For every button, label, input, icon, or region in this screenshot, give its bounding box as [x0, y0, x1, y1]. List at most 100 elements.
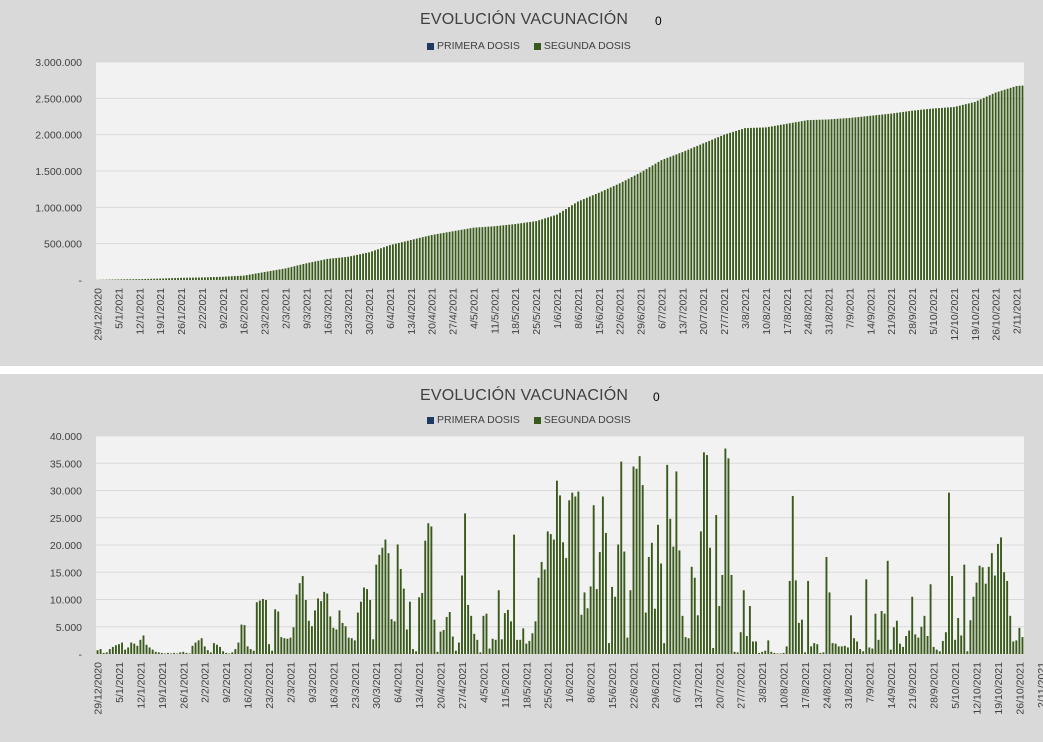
x-tick-label: 31/8/2021 — [824, 288, 836, 335]
daily-chart-svg: - 5.000 10.000 15.000 20.000 25.000 30.000 35.0… — [50, 431, 1043, 715]
bar-segunda — [502, 225, 505, 280]
bar-segunda — [880, 610, 883, 654]
y-tick-label: 1.000.000 — [35, 202, 82, 214]
bar-segunda — [586, 608, 589, 654]
bar-segunda — [822, 652, 825, 654]
bar-segunda — [485, 613, 488, 654]
bar-segunda — [341, 622, 344, 654]
y-tick-label: 20.000 — [50, 540, 82, 552]
bar-segunda — [124, 649, 127, 654]
bar-segunda — [142, 635, 145, 654]
x-tick-label: 13/4/2021 — [406, 288, 418, 335]
bar-segunda — [868, 647, 871, 654]
x-tick-label: 26/1/2021 — [178, 662, 190, 709]
x-tick-label: 6/4/2021 — [393, 662, 405, 703]
y-tick-label: - — [79, 649, 83, 661]
bar-segunda — [209, 652, 212, 654]
bar-segunda — [839, 118, 842, 280]
bar-segunda — [132, 279, 135, 280]
bar-segunda — [753, 127, 755, 280]
bar-segunda — [944, 107, 946, 280]
bar-segunda — [461, 575, 463, 654]
bar-segunda — [508, 224, 511, 280]
bar-segunda — [604, 533, 607, 654]
x-tick-label: 18/5/2021 — [521, 662, 533, 709]
x-tick-label: 5/1/2021 — [113, 288, 125, 329]
bar-segunda — [484, 226, 487, 280]
bar-segunda — [859, 649, 862, 654]
bar-segunda — [374, 250, 376, 280]
bar-segunda — [151, 649, 154, 654]
bar-segunda — [481, 227, 484, 280]
bar-segunda — [923, 109, 925, 280]
x-tick-label: 27/4/2021 — [448, 288, 460, 335]
bar-segunda — [195, 277, 197, 280]
chart-legend: PRIMERA DOSIS SEGUNDA DOSIS — [427, 40, 631, 52]
bar-segunda — [251, 274, 254, 280]
bar-segunda — [541, 219, 544, 280]
x-tick-label: 2/3/2021 — [285, 662, 297, 703]
bar-segunda — [1009, 615, 1012, 654]
bar-segunda — [344, 257, 347, 280]
bar-segunda — [549, 534, 552, 654]
bar-segunda — [764, 127, 767, 281]
bar-segunda — [287, 267, 290, 280]
bar-segunda — [994, 92, 997, 281]
bar-segunda — [506, 609, 509, 654]
bar-segunda — [215, 276, 218, 280]
bar-segunda — [298, 583, 301, 654]
x-tick-label: 6/7/2021 — [656, 288, 668, 329]
bar-segunda — [837, 646, 840, 654]
bar-segunda — [621, 181, 624, 280]
bar-segunda — [102, 652, 105, 654]
bar-segunda — [269, 270, 272, 280]
bar-segunda — [804, 652, 806, 654]
bar-segunda — [735, 130, 737, 280]
x-tick-label: 19/1/2021 — [157, 662, 169, 709]
bar-segunda — [329, 258, 332, 280]
x-tick-label: 6/4/2021 — [385, 288, 397, 329]
bar-segunda — [1006, 580, 1009, 654]
bar-segunda — [496, 225, 499, 280]
bar-segunda — [911, 596, 914, 654]
bar-segunda — [274, 609, 277, 654]
x-tick-label: 26/1/2021 — [176, 288, 188, 335]
bar-segunda — [627, 178, 630, 280]
bar-segunda — [568, 500, 571, 654]
bar-segunda — [399, 568, 402, 654]
bar-segunda — [615, 184, 618, 280]
bar-segunda — [260, 272, 263, 280]
bar-segunda — [729, 132, 732, 280]
bar-segunda — [544, 218, 547, 280]
bar-segunda — [302, 264, 305, 280]
bar-segunda — [421, 237, 424, 280]
bar-segunda — [816, 644, 819, 654]
bar-segunda — [834, 643, 837, 654]
bar-segunda — [1000, 537, 1002, 654]
bar-segunda — [537, 577, 540, 654]
x-tick-label: 27/7/2021 — [719, 288, 731, 335]
bar-segunda — [932, 108, 934, 280]
bar-segunda — [594, 194, 597, 280]
bar-segunda — [957, 618, 960, 654]
x-tick-label: 23/3/2021 — [350, 662, 362, 709]
bar-segunda — [170, 653, 172, 654]
bar-segunda — [529, 221, 532, 280]
bar-segunda — [363, 587, 365, 654]
bar-segunda — [209, 277, 212, 280]
bar-segunda — [972, 596, 975, 654]
x-tick-label: 26/10/2021 — [991, 288, 1003, 341]
bar-segunda — [555, 480, 558, 654]
bar-segunda — [803, 120, 806, 281]
bar-segunda — [840, 646, 843, 654]
bar-segunda — [981, 567, 984, 654]
bar-segunda — [875, 115, 878, 280]
bar-segunda — [932, 646, 935, 654]
bar-segunda — [359, 254, 362, 280]
bar-segunda — [387, 553, 390, 654]
bar-segunda — [105, 652, 108, 654]
bar-segunda — [562, 542, 565, 654]
bar-segunda — [433, 234, 436, 280]
bar-segunda — [865, 579, 868, 654]
bar-segunda — [809, 120, 812, 280]
